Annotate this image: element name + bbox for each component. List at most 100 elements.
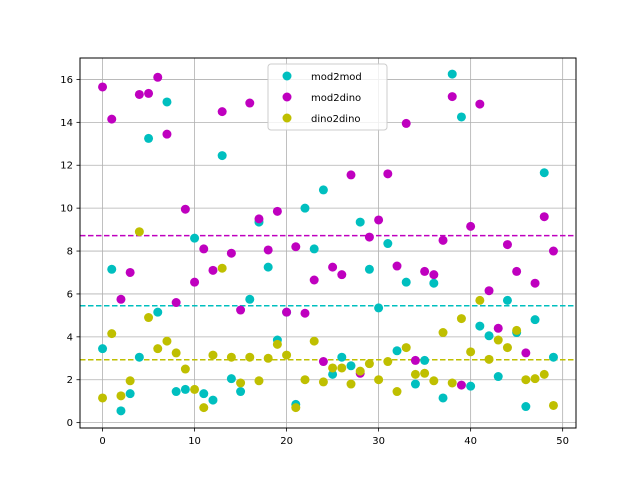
mod2mod-point — [153, 307, 163, 317]
mod2mod-point — [245, 294, 255, 304]
mod2mod-point — [484, 331, 494, 341]
mod2dino-point — [318, 357, 328, 367]
mod2mod-point — [410, 379, 420, 389]
x-tick-label: 10 — [188, 436, 201, 447]
mod2mod-point — [493, 372, 503, 382]
mod2dino-point — [134, 89, 144, 99]
mod2dino-point — [107, 114, 117, 124]
mod2mod-point — [355, 217, 365, 227]
mod2mod-point — [226, 374, 236, 384]
x-tick-label: 30 — [372, 436, 385, 447]
mod2mod-point — [134, 352, 144, 362]
mod2mod-point — [364, 264, 374, 274]
mod2mod-point — [456, 112, 466, 122]
dino2dino-point — [383, 357, 393, 367]
mod2dino-point — [475, 99, 485, 109]
mod2mod-point — [263, 262, 273, 272]
mod2dino-point — [199, 244, 209, 254]
dino2dino-point — [530, 374, 540, 384]
dino2dino-point — [521, 375, 531, 385]
mod2mod-point — [98, 344, 108, 354]
mod2mod-point — [116, 406, 126, 416]
mod2dino-point — [364, 232, 374, 242]
x-tick-label: 20 — [280, 436, 293, 447]
legend-label-mod2mod: mod2mod — [311, 72, 362, 83]
dino2dino-point — [171, 348, 181, 358]
legend-label-dino2dino: dino2dino — [311, 114, 361, 125]
mod2dino-point — [254, 214, 264, 224]
mod2dino-point — [153, 72, 163, 82]
dino2dino-point — [392, 387, 402, 397]
dino2dino-point — [429, 376, 439, 386]
mod2dino-point — [291, 242, 301, 252]
legend-marker-mod2dino — [282, 92, 292, 102]
dino2dino-point — [291, 403, 301, 413]
mod2mod-point — [466, 381, 476, 391]
mod2dino-point — [447, 92, 457, 102]
legend-marker-dino2dino — [282, 113, 292, 123]
dino2dino-point — [107, 329, 117, 339]
mod2dino-point — [346, 170, 356, 180]
mod2mod-point — [539, 168, 549, 178]
mod2dino-point — [263, 245, 273, 255]
dino2dino-point — [364, 359, 374, 369]
mod2dino-point — [208, 265, 218, 275]
dino2dino-point — [438, 328, 448, 338]
dino2dino-point — [208, 350, 218, 360]
mod2dino-point — [383, 169, 393, 179]
mod2mod-point — [208, 395, 218, 405]
mod2dino-point — [530, 278, 540, 288]
dino2dino-point — [337, 363, 347, 373]
mod2dino-point — [190, 277, 200, 287]
dino2dino-point — [245, 352, 255, 362]
mod2dino-point — [539, 212, 549, 222]
data-points — [98, 69, 558, 416]
x-tick-label: 0 — [99, 436, 105, 447]
y-tick-label: 2 — [67, 375, 73, 386]
mod2mod-point — [171, 387, 181, 397]
dino2dino-point — [282, 350, 292, 360]
y-tick-label: 10 — [60, 204, 73, 215]
mod2mod-point — [548, 352, 558, 362]
mod2mod-point — [337, 352, 347, 362]
mod2dino-point — [309, 275, 319, 285]
mod2mod-point — [383, 239, 393, 249]
mod2mod-point — [180, 384, 190, 394]
dino2dino-point — [548, 400, 558, 410]
dino2dino-point — [226, 352, 236, 362]
legend-marker-mod2mod — [282, 71, 292, 81]
mod2dino-point — [125, 267, 135, 277]
dino2dino-point — [272, 339, 282, 349]
dino2dino-point — [401, 343, 411, 353]
mod2dino-point — [502, 240, 512, 250]
mod2dino-point — [337, 270, 347, 280]
mod2dino-point — [410, 355, 420, 365]
mod2dino-point — [401, 118, 411, 128]
y-tick-label: 6 — [67, 289, 73, 300]
mod2mod-point — [236, 387, 246, 397]
x-tick-label: 40 — [464, 436, 477, 447]
dino2dino-point — [420, 368, 430, 378]
mod2dino-point — [180, 204, 190, 214]
dino2dino-point — [217, 263, 227, 273]
dino2dino-point — [456, 314, 466, 324]
dino2dino-point — [328, 363, 338, 373]
dino2dino-point — [98, 393, 108, 403]
dino2dino-point — [502, 343, 512, 353]
mod2dino-point — [98, 82, 108, 92]
dino2dino-point — [199, 403, 209, 413]
dino2dino-point — [263, 353, 273, 363]
dino2dino-point — [125, 376, 135, 386]
dino2dino-point — [254, 376, 264, 386]
y-axis-ticks: 0 2 4 6 8 10 12 14 16 — [60, 75, 80, 429]
mod2mod-point — [447, 69, 457, 79]
mod2mod-point — [429, 278, 439, 288]
mod2dino-point — [548, 246, 558, 256]
y-tick-label: 14 — [60, 118, 73, 129]
dino2dino-point — [190, 384, 200, 394]
mod2dino-point — [456, 380, 466, 390]
dino2dino-point — [116, 391, 126, 401]
mod2mod-point — [328, 369, 338, 379]
mod2dino-point — [226, 248, 236, 258]
